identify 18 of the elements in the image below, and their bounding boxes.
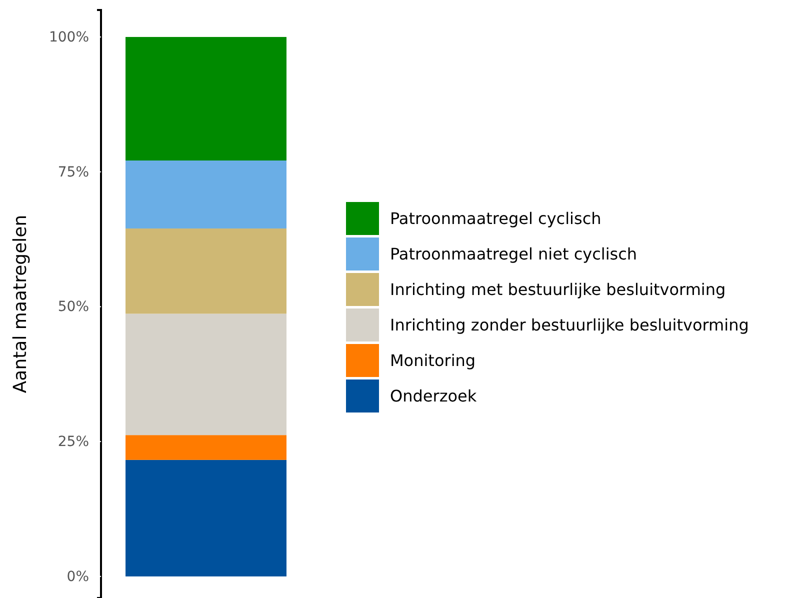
bar [126, 314, 286, 436]
legend-label: Patroonmaatregel cyclisch [390, 209, 602, 228]
bar [126, 228, 286, 314]
y-tick-label: 100% [48, 29, 89, 46]
legend-label: Inrichting met bestuurlijke besluitvorming [390, 280, 726, 299]
y-tick-label: 25% [58, 434, 89, 450]
bar [126, 435, 286, 460]
legend-label: Patroonmaatregel niet cyclisch [390, 244, 638, 264]
legend-label: Monitoring [390, 351, 476, 370]
bar [126, 160, 286, 228]
legend-label: Onderzoek [390, 386, 478, 406]
legend-label: Inrichting zonder bestuurlijke besluitvorming [390, 316, 749, 334]
y-axis-title: Aantal maatregelen [10, 214, 31, 394]
bar [126, 460, 286, 576]
y-tick-label: 75% [58, 164, 89, 180]
y-tick-label: 50% [58, 299, 89, 316]
bar [126, 36, 286, 161]
y-tick-label: 0% [66, 568, 89, 585]
